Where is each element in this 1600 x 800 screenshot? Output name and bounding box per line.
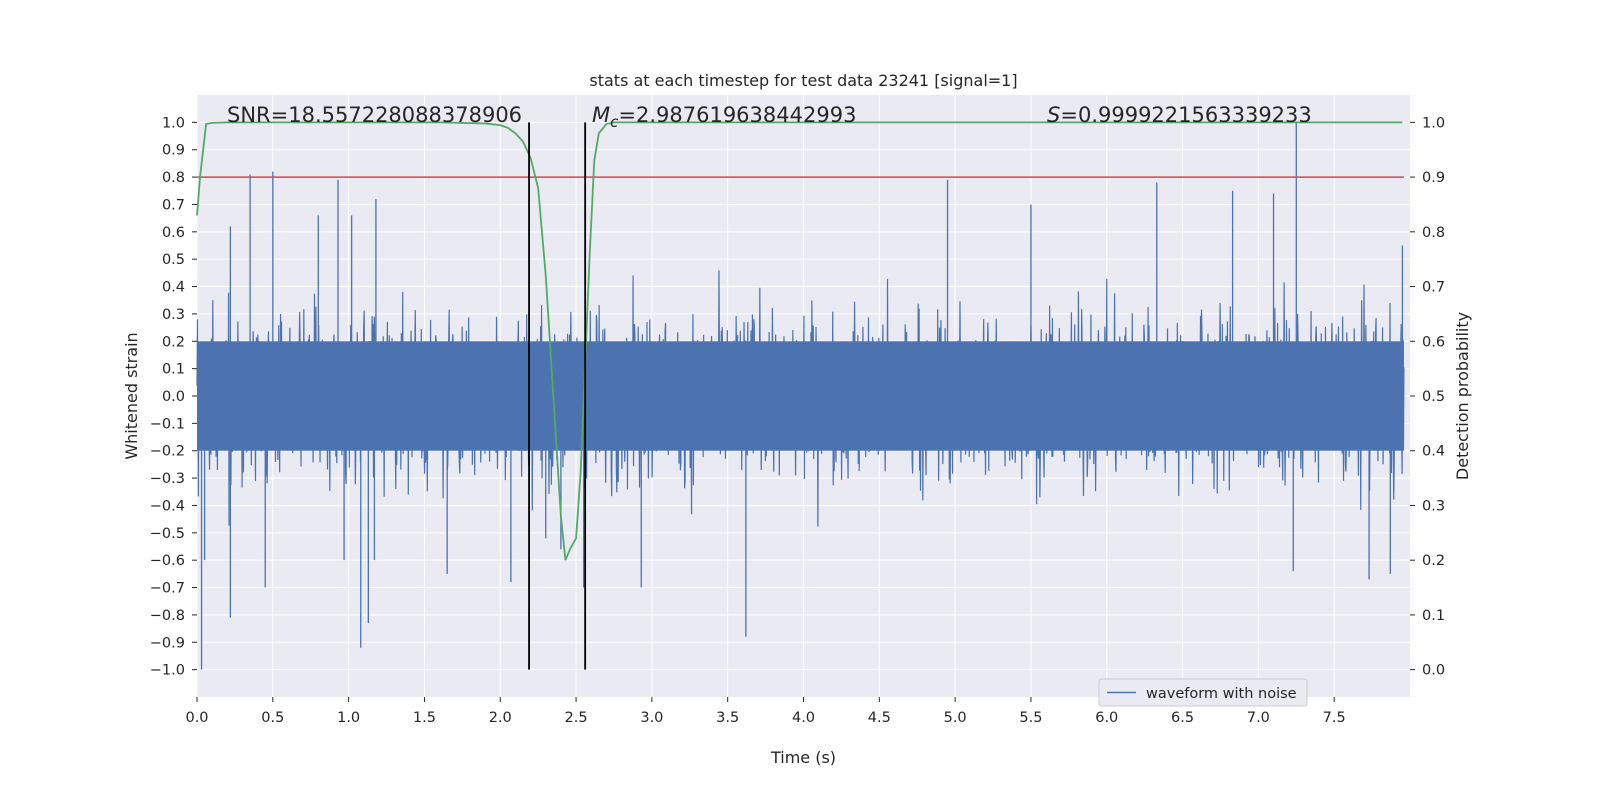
probability-series [196,121,1404,561]
x-tick-label: 1.0 [337,710,360,726]
y-tick-label: 0.6 [162,225,185,241]
y-axis-ticks: −1.0 −0.9 −0.8 −0.7 −0.6 −0.5 −0.4 −0.3 −0.2 −0.1… [150,115,197,679]
x-tick-label: 2.5 [565,710,588,726]
x-tick-label: 2.0 [489,710,512,726]
y-tick-label: 0.4 [162,280,185,296]
mc-subscript: c [610,113,619,131]
waveform-series [196,122,1405,670]
y-tick-label: −0.1 [150,416,185,432]
y2-axis-label: Detection probability [1453,312,1472,480]
y2-tick-label: 0.6 [1422,334,1445,350]
y2-tick-label: 0.0 [1422,663,1445,679]
s-annotation: S=0.9999221563339233 [1047,103,1312,127]
legend-box [1098,678,1308,707]
y-tick-label: −0.6 [150,553,185,569]
vertical-markers [528,122,587,670]
y-tick-label: 0.3 [162,307,185,323]
x-tick-label: 4.0 [792,710,815,726]
y-tick-label: −0.9 [150,635,185,651]
y2-tick-label: 0.5 [1422,389,1445,405]
x-tick-label: 6.0 [1095,710,1118,726]
y-tick-label: 0.7 [162,197,185,213]
y-tick-label: −1.0 [150,663,185,679]
x-tick-label: 0.0 [185,710,208,726]
x-tick-label: 3.0 [640,710,663,726]
y2-tick-label: 0.4 [1422,444,1445,460]
waveform-core [197,341,1404,451]
y-tick-label: 0.2 [162,334,185,350]
mc-symbol: M [592,103,610,127]
snr-prefix: SNR= [227,103,288,127]
s-equals: = [1060,103,1078,127]
x-axis-ticks: 0.0 0.5 1.0 1.5 2.0 2.5 3.0 3.5 4.0 4.5 5.0 5.5 6.0 6… [185,697,1346,726]
y2-tick-label: 0.2 [1422,553,1445,569]
y-tick-label: 0.8 [162,170,185,186]
y-tick-label: −0.3 [150,471,185,487]
x-tick-label: 5.0 [944,710,967,726]
x-tick-label: 4.5 [868,710,891,726]
legend-label-waveform: waveform with noise [1146,686,1297,702]
probability-line [196,121,1403,561]
chart-title: stats at each timestep for test data 232… [589,71,1017,90]
x-tick-label: 6.5 [1171,710,1194,726]
x-axis-label: Time (s) [770,748,836,767]
y-tick-label: 0.9 [162,143,185,159]
y-tick-label: 0.5 [162,252,185,268]
snr-value: 18.557228088378906 [288,103,522,127]
y-tick-label: 1.0 [162,115,185,131]
x-tick-label: 5.5 [1019,710,1042,726]
y-tick-label: 0.1 [162,362,185,378]
s-symbol: S [1047,103,1060,127]
y2-tick-label: 0.7 [1422,280,1445,296]
mc-value: 2.987619638442993 [636,103,856,127]
y2-tick-label: 0.9 [1422,170,1445,186]
x-tick-label: 1.5 [413,710,436,726]
y2-tick-label: 0.1 [1422,608,1445,624]
chirp-mass-annotation: Mc=2.987619638442993 [592,103,856,131]
s-value: 0.9999221563339233 [1078,103,1312,127]
x-tick-label: 3.5 [716,710,739,726]
mc-equals: = [618,103,636,127]
y-tick-label: −0.7 [150,581,185,597]
y-tick-label: −0.2 [150,444,185,460]
y-tick-label: −0.5 [150,526,185,542]
x-tick-label: 7.5 [1323,710,1346,726]
y2-tick-label: 0.8 [1422,225,1445,241]
x-tick-label: 0.5 [261,710,284,726]
y2-axis-ticks: 0.0 0.1 0.2 0.3 0.4 0.5 0.6 0.7 0.8 0.9 1.0 [1410,115,1445,679]
y-tick-label: −0.8 [150,608,185,624]
y2-tick-label: 0.3 [1422,498,1445,514]
x-tick-label: 7.0 [1247,710,1270,726]
y-tick-label: −0.4 [150,498,185,514]
y2-tick-label: 1.0 [1422,115,1445,131]
y-axis-label: Whitened strain [122,332,141,459]
legend: waveform with noise [1098,678,1308,707]
snr-annotation: SNR=18.557228088378906 [227,103,522,127]
y-tick-label: 0.0 [162,389,185,405]
